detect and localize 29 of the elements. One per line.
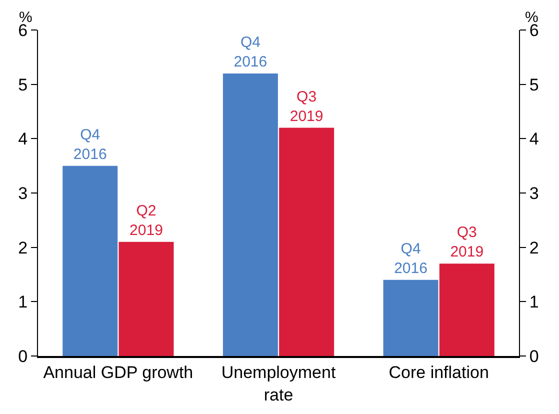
y-tick-label: 4: [18, 130, 28, 149]
y2-tick-label: 2: [529, 238, 539, 258]
y2-tick-label: 3: [529, 184, 539, 203]
bar: [279, 128, 334, 356]
data-label: Q3 2019: [450, 224, 484, 261]
bar: [62, 166, 118, 356]
y-tick-label: 2: [18, 238, 28, 258]
x-tick-label: Unemployment rate: [221, 363, 336, 404]
y-tick-label: 3: [18, 184, 28, 203]
x-tick-label: Core inflation: [388, 363, 489, 382]
data-label: Q4 2016: [234, 34, 268, 70]
y-tick-label: 6: [18, 20, 28, 40]
y-tick-label: 5: [18, 75, 28, 94]
bar: [439, 264, 494, 356]
x-tick-label: Annual GDP growth: [43, 363, 194, 382]
y-tick-label: 0: [18, 346, 28, 366]
y2-tick-label: 1: [529, 292, 539, 312]
data-label: Q3 2019: [290, 88, 324, 125]
data-label: Q4 2016: [73, 126, 107, 163]
y2-tick-label: 6: [529, 20, 539, 40]
bar: [222, 73, 278, 356]
y2-tick-label: 4: [529, 130, 539, 149]
y2-tick-label: 5: [529, 75, 539, 94]
y-tick-label: 1: [18, 292, 28, 312]
bar: [383, 280, 438, 356]
data-label: Q2 2019: [130, 202, 163, 239]
data-label: Q4 2016: [394, 240, 428, 277]
bar: [118, 242, 174, 356]
y2-tick-label: 0: [529, 346, 539, 366]
